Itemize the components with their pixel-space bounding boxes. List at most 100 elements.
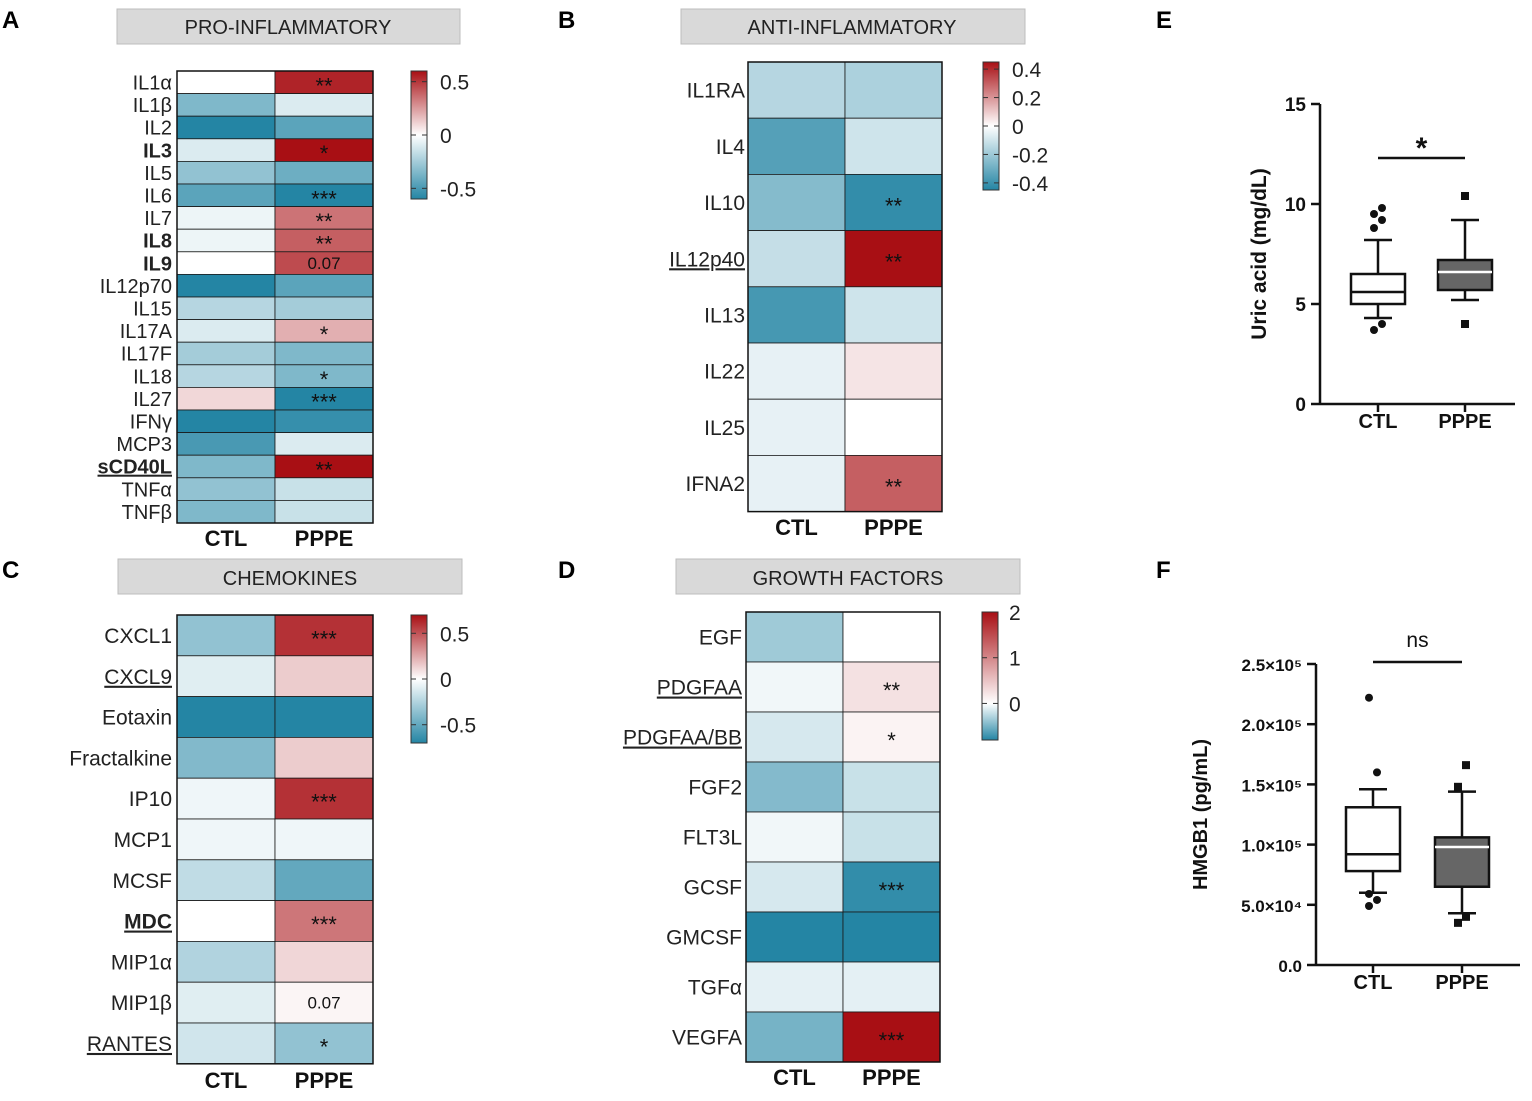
colorbar-tick-label: -0.5 [440, 178, 476, 201]
outlier-point [1378, 204, 1386, 212]
heatmap-cell-il5-pppe [274, 160, 374, 185]
row-label-il12p40: IL12p40 [669, 248, 745, 271]
column-label-ctl: CTL [775, 515, 818, 540]
heatmap-frame [176, 70, 374, 524]
column-label-ctl: CTL [773, 1065, 816, 1090]
row-label-il5: IL5 [144, 163, 172, 185]
box-pppe [1433, 836, 1491, 888]
row-label-il1ra: IL1RA [687, 80, 745, 103]
heatmap-cell-il22-ctl [747, 342, 846, 400]
heatmap-cell-fractalkine-pppe [274, 737, 374, 779]
row-label-il3: IL3 [143, 140, 172, 162]
heatmap-cell-rantes-pppe [274, 1022, 374, 1065]
row-label-ifn: IFNγ [130, 412, 172, 434]
colorbar-tick-label: 0 [1012, 116, 1024, 139]
heatmap-cell-il10-pppe [844, 173, 943, 231]
box-pppe [1436, 258, 1494, 292]
heatmap-cell-tnf-ctl [176, 499, 276, 524]
heatmap-cell-il4-pppe [844, 117, 943, 175]
y-tick-label: 5.0×10⁴ [1241, 897, 1302, 916]
outlier-point [1365, 902, 1373, 911]
heatmap-cell-gcsf-ctl [745, 861, 844, 913]
heatmap-cell-gmcsf-ctl [745, 911, 844, 963]
title-banner [117, 558, 463, 595]
row-label-il6: IL6 [144, 186, 172, 208]
outlier-point [1462, 912, 1470, 921]
colorbar-tick-label: 0.5 [440, 72, 469, 95]
row-label-tgf: TGFα [688, 977, 742, 1000]
significance-label: * [320, 1034, 329, 1059]
x-tick-label-pppe: PPPE [1435, 972, 1488, 994]
y-tick-label: 2.5×10⁵ [1242, 656, 1302, 675]
row-label-il22: IL22 [704, 361, 745, 384]
panel-f-hmgb1-boxplot: 0.0 5.0×10⁴ 1.0×10⁵ 1.5×10⁵ 2.0×10⁵ 2.5×10⁵ HM… [1190, 629, 1520, 994]
y-tick-label: 5 [1295, 295, 1306, 316]
row-label-tnf: TNFα [122, 479, 172, 501]
column-label-pppe: PPPE [295, 1068, 354, 1093]
panel-b-anti-inflammatory-heatmap: ANTI-INFLAMMATORY IL1RA IL4 ** IL10 ** IL12p40… [669, 8, 1049, 540]
row-label-rantes: RANTES [87, 1033, 172, 1056]
significance-label: ** [315, 209, 333, 234]
significance-label: *** [879, 1028, 905, 1053]
outlier-point [1461, 320, 1469, 328]
heatmap-cell-mdc-ctl [176, 900, 276, 942]
heatmap-cell-il5-ctl [176, 160, 276, 185]
box-ctl [1349, 272, 1407, 306]
heatmap-frame [176, 614, 374, 1065]
significance-label: *** [311, 912, 337, 937]
heatmap-cell-mip1-ctl [176, 981, 276, 1024]
heatmap-cell-tgf-pppe [842, 961, 941, 1013]
row-label-il17f: IL17F [121, 344, 172, 366]
panel-c-chemokines-heatmap: CHEMOKINES *** CXCL1 CXCL9 Eotaxin Fractalkin… [69, 558, 476, 1093]
heatmap-cell-mdc-pppe [274, 900, 374, 942]
row-label-egf: EGF [699, 627, 742, 650]
row-label-mcp3: MCP3 [116, 434, 172, 456]
panel-letter-c: C [2, 557, 19, 584]
heatmap-cell-il2-pppe [274, 115, 374, 140]
row-label-flt3l: FLT3L [683, 827, 742, 850]
heatmap-cell-il4-ctl [747, 117, 846, 175]
significance-label: 0.07 [307, 994, 340, 1013]
heatmap-cell-eotaxin-pppe [274, 696, 374, 738]
outlier-point [1462, 761, 1470, 770]
heatmap-cell-cxcl1-pppe [274, 614, 374, 657]
heatmap-cell-ifna2-ctl [747, 454, 846, 512]
heatmap-cell-flt3l-ctl [745, 811, 844, 863]
row-label-tnf: TNFβ [122, 502, 172, 524]
heatmap-cell-ifn-ctl [176, 409, 276, 434]
row-label-pdgfaa-bb: PDGFAA/BB [623, 727, 742, 750]
outlier-point [1373, 768, 1381, 777]
heatmap-cell-il13-pppe [844, 286, 943, 344]
heatmap-cell-tnf-pppe [274, 477, 374, 501]
row-label-mcp1: MCP1 [114, 829, 172, 852]
row-label-mip1: MIP1α [111, 951, 172, 974]
colorbar-tick-label: -0.5 [440, 715, 476, 738]
row-label-pdgfaa: PDGFAA [657, 677, 742, 700]
heatmap-cell-gmcsf-pppe [842, 911, 941, 963]
heatmap-cell-eotaxin-ctl [176, 696, 276, 738]
significance-label: * [320, 141, 329, 166]
heatmap-cell-il9-ctl [176, 251, 276, 275]
heatmap-cell-il6-ctl [176, 183, 276, 208]
colorbar-tick-label: -0.4 [1012, 173, 1049, 196]
panel-d-growth-factors-heatmap: GROWTH FACTORS EGF ** PDGFAA * PDGFAA/BB FGF2 F… [623, 558, 1021, 1090]
significance-label: ** [315, 232, 333, 257]
row-label-il15: IL15 [133, 299, 172, 321]
heatmap-cell-mcsf-ctl [176, 859, 276, 901]
significance-label: 0.07 [307, 254, 340, 273]
heatmap-cell-ifna2-pppe [844, 454, 943, 512]
column-label-pppe: PPPE [862, 1065, 921, 1090]
heatmap-cell-il12p40-ctl [747, 230, 846, 288]
row-label-il27: IL27 [133, 389, 172, 411]
heatmap-cell-ifn-pppe [274, 409, 374, 434]
colorbar-tick-label: 1 [1009, 648, 1021, 671]
outlier-point [1370, 210, 1378, 218]
heatmap-cell-pdgfaa-pppe [842, 661, 941, 713]
heatmap-title: PRO-INFLAMMATORY [185, 17, 392, 39]
heatmap-cell-il13-ctl [747, 286, 846, 344]
heatmap-cell-il1-pppe [274, 93, 374, 117]
row-label-il10: IL10 [704, 192, 745, 215]
y-tick-label: 1.0×10⁵ [1242, 837, 1302, 856]
heatmap-cell-il25-ctl [747, 398, 846, 456]
colorbar [981, 611, 999, 741]
